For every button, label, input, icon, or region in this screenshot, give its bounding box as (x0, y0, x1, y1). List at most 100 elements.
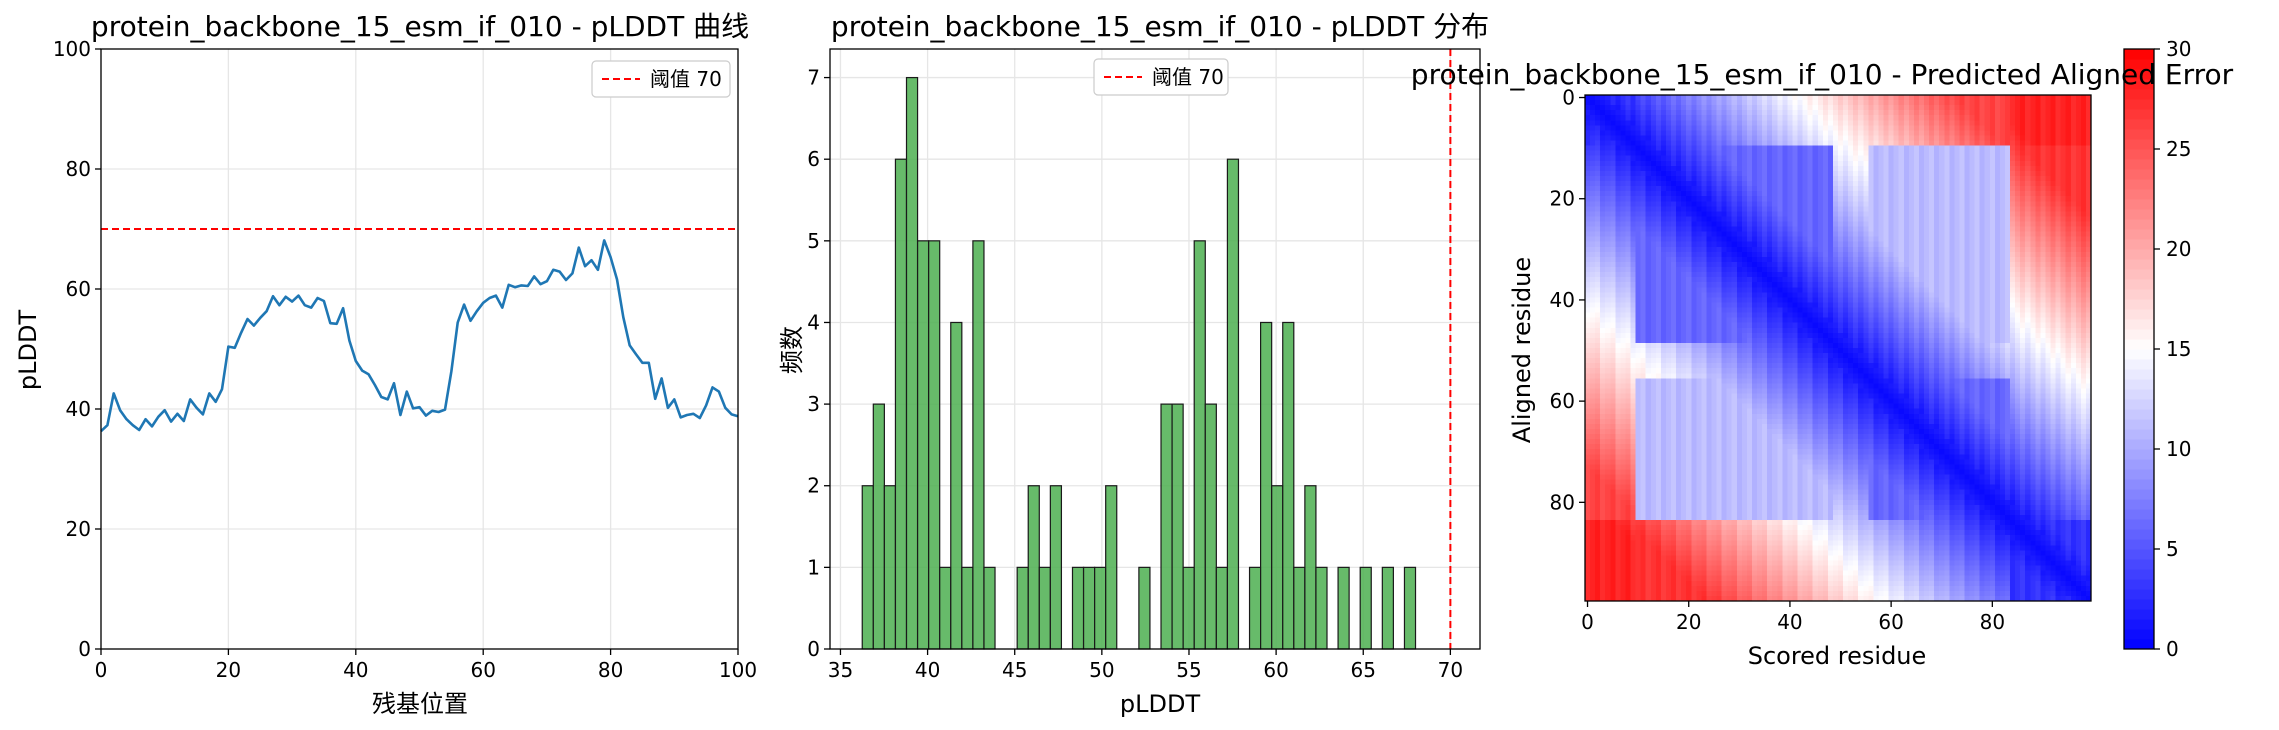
heatmap-cell (1711, 246, 1717, 253)
heatmap-cell (1736, 155, 1743, 162)
heatmap-cell (1974, 181, 1980, 187)
heatmap-cell (2055, 302, 2061, 308)
heatmap-cell (1787, 236, 1793, 243)
heatmap-cell (1903, 196, 1910, 202)
heatmap-cell (2025, 211, 2031, 217)
heatmap-cell (1610, 312, 1616, 318)
heatmap-cell (1873, 251, 1879, 258)
heatmap-cell (1812, 120, 1819, 126)
heatmap-cell (1974, 251, 1980, 258)
heatmap-cell (1903, 256, 1910, 263)
heatmap-cell (1772, 251, 1778, 258)
heatmap-cell (1969, 135, 1975, 141)
heatmap-cell (1600, 160, 1606, 167)
heatmap-cell (1772, 105, 1778, 111)
heatmap-cell (1888, 150, 1894, 157)
heatmap-cell (1797, 140, 1803, 146)
heatmap-cell (1797, 246, 1803, 253)
heatmap-cell (1888, 221, 1894, 227)
heatmap-cell (1751, 256, 1758, 263)
heatmap-cell (1984, 327, 1991, 334)
heatmap-cell (1721, 317, 1727, 323)
heatmap-cell (2080, 226, 2087, 232)
heatmap-cell (1838, 175, 1844, 182)
heatmap-cell (1934, 282, 1940, 288)
heatmap-cell (1701, 130, 1707, 136)
heatmap-cell (2050, 115, 2056, 121)
heatmap-cell (1772, 196, 1778, 202)
heatmap-cell (1898, 292, 1905, 298)
heatmap-cell (1605, 256, 1611, 263)
heatmap-cell (1812, 206, 1819, 212)
heatmap-cell (1726, 105, 1733, 111)
heatmap-cell (2060, 241, 2066, 248)
heatmap-cell (1848, 287, 1854, 293)
heatmap-cell (1908, 251, 1915, 258)
heatmap-cell (1731, 105, 1738, 111)
heatmap-cell (1974, 231, 1980, 237)
heatmap-cell (1731, 160, 1738, 167)
heatmap-cell (1772, 317, 1778, 323)
heatmap-cell (1832, 272, 1839, 278)
heatmap-cell (1681, 115, 1687, 121)
heatmap-cell (1605, 216, 1611, 222)
heatmap-cell (2080, 125, 2087, 131)
heatmap-cell (2085, 115, 2092, 121)
heatmap-cell (1600, 302, 1606, 308)
heatmap-cell (1827, 130, 1834, 136)
heatmap-cell (2060, 100, 2066, 106)
heatmap-cell (2045, 181, 2051, 187)
heatmap-cell (1655, 145, 1662, 151)
heatmap-cell (1615, 196, 1621, 202)
heatmap-cell (1671, 332, 1677, 339)
heatmap-cell (1655, 181, 1662, 187)
heatmap-cell (1787, 267, 1793, 273)
heatmap-cell (1655, 115, 1662, 121)
heatmap-cell (2015, 307, 2021, 313)
heatmap-cell (2030, 251, 2036, 258)
heatmap-cell (1762, 226, 1768, 232)
heatmap-cell (1595, 287, 1601, 293)
heatmap-cell (1660, 277, 1667, 283)
heatmap-cell (2015, 216, 2021, 222)
heatmap-cell (1838, 100, 1844, 106)
heatmap-cell (1929, 241, 1935, 248)
heatmap-cell (1590, 221, 1596, 227)
heatmap-cell (1671, 292, 1677, 298)
heatmap-cell (2020, 206, 2026, 212)
heatmap-cell (1757, 186, 1763, 192)
heatmap-cell (1883, 251, 1889, 258)
heatmap-cell (1676, 150, 1682, 157)
heatmap-cell (1949, 206, 1955, 212)
heatmap-cell (1969, 125, 1975, 131)
heatmap-cell (2080, 251, 2087, 258)
heatmap-cell (1817, 160, 1824, 167)
heatmap-cell (1873, 322, 1879, 329)
heatmap-cell (1817, 191, 1824, 197)
heatmap-cell (1918, 170, 1925, 177)
heatmap-cell (1863, 236, 1869, 243)
heatmap-cell (1878, 332, 1884, 339)
heatmap-cell (1913, 135, 1920, 141)
heatmap-cell (1908, 130, 1915, 136)
heatmap-cell (1777, 130, 1783, 136)
heatmap-cell (1726, 261, 1733, 268)
heatmap-cell (1605, 150, 1611, 157)
heatmap-cell (2015, 170, 2021, 177)
heatmap-cell (1878, 150, 1884, 157)
heatmap-cell (1939, 236, 1945, 243)
heatmap-cell (2035, 307, 2041, 313)
heatmap-cell (1994, 181, 2001, 187)
heatmap-cell (1751, 135, 1758, 141)
heatmap-cell (1868, 272, 1874, 278)
y-tick-label: 6 (807, 147, 820, 171)
heatmap-cell (1807, 251, 1813, 258)
heatmap-cell (1838, 170, 1844, 177)
heatmap-cell (1726, 100, 1733, 106)
heatmap-cell (1979, 155, 1986, 162)
heatmap-cell (1979, 160, 1986, 167)
heatmap-cell (1650, 256, 1657, 263)
heatmap-cell (1787, 186, 1793, 192)
heatmap-cell (1929, 100, 1935, 106)
heatmap-cell (1671, 256, 1677, 263)
